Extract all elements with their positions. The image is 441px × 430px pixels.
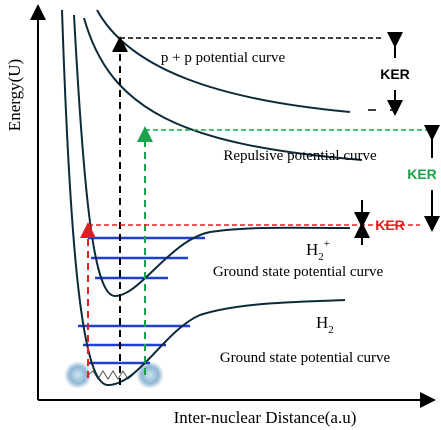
symbol-sup: +	[324, 238, 330, 250]
ker-label: KER	[407, 166, 437, 182]
symbol-sub: 2	[328, 324, 334, 336]
h2plus-levels	[88, 236, 205, 280]
h2plus-curve	[73, 14, 351, 298]
symbol-base: H	[316, 313, 328, 332]
h2-label: Ground state potential curve	[220, 350, 391, 366]
x-axis-label: Inter-nuclear Distance(a.u)	[174, 408, 357, 427]
symbol-base: H	[306, 240, 318, 259]
symbol-sub: 2	[318, 251, 324, 263]
h2plus-label: Ground state potential curve	[213, 264, 384, 280]
y-axis-label: Energy(U)	[5, 59, 24, 131]
pp-label: p + p potential curve	[161, 50, 286, 66]
repulsive-curve	[83, 17, 363, 161]
repulsive-label: Repulsive potential curve	[223, 148, 377, 164]
h2plus-symbol: H2+	[306, 238, 330, 263]
h2-levels	[78, 324, 190, 365]
ker-label: KER	[380, 66, 410, 82]
h2-symbol: H2	[316, 313, 334, 336]
h2-curve	[61, 9, 346, 387]
atom	[64, 361, 92, 389]
atom	[136, 361, 164, 389]
ker-label: KER	[375, 217, 405, 233]
pp-curve	[96, 9, 351, 113]
spring	[87, 370, 134, 380]
